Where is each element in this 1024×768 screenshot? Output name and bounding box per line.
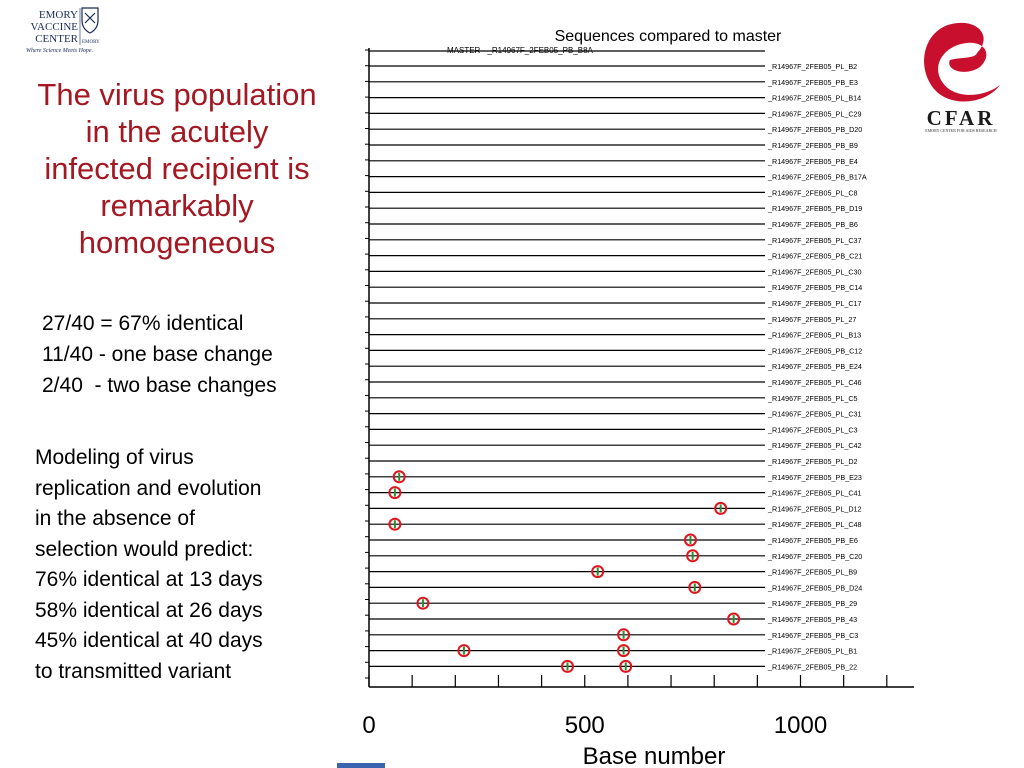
- x-axis-label: Base number: [583, 743, 726, 768]
- sequence-label: _R14967F_2FEB05_PL_B13: [767, 331, 861, 340]
- emory-logo-line-2: VACCINE: [31, 21, 79, 33]
- sequence-label: _R14967F_2FEB05_PB_D20: [767, 125, 862, 134]
- heading-line: infected recipient is: [44, 151, 310, 186]
- modeling-line: selection would predict:: [35, 537, 254, 561]
- modeling-line: Modeling of virus: [35, 446, 194, 469]
- sequence-label: _R14967F_2FEB05_PB_B9: [767, 141, 858, 150]
- identity-statistics: 27/40 = 67% identical 11/40 - one base c…: [42, 308, 342, 401]
- modeling-line: 76% identical at 13 days: [35, 568, 263, 591]
- sequence-label: _R14967F_2FEB05_PB_43: [767, 615, 857, 624]
- mutation-marker: [388, 517, 402, 531]
- sequence-label: _R14967F_2FEB05_PL_D12: [767, 504, 862, 513]
- sequence-label: _R14967F_2FEB05_PB_E4: [767, 157, 858, 166]
- sequence-label: _R14967F_2FEB05_PL_C5: [767, 394, 858, 403]
- sequence-label: _R14967F_2FEB05_PL_C42: [767, 441, 862, 450]
- cfar-logo: CFAR EMORY CENTER FOR AIDS RESEARCH: [924, 22, 1000, 133]
- sequence-label: _R14967F_2FEB05_PB_D24: [767, 583, 862, 592]
- chart-title: Sequences compared to master: [555, 28, 782, 45]
- modeling-line: in the absence of: [35, 507, 195, 530]
- sequence-label: _R14967F_2FEB05_PB_C12: [767, 346, 862, 355]
- sequence-label: _R14967F_2FEB05_PB_B17A: [767, 173, 867, 182]
- sequence-label: _R14967F_2FEB05_PL_C48: [767, 520, 862, 529]
- sequence-label: _R14967F_2FEB05_PB_E3: [767, 78, 858, 87]
- sequence-label: _R14967F_2FEB05_PL_27: [767, 315, 856, 324]
- modeling-line: replication and evolution: [35, 476, 262, 500]
- sequence-label: _R14967F_2FEB05_PL_C29: [767, 109, 862, 118]
- sequence-label: _R14967F_2FEB05_PL_B14: [767, 94, 861, 103]
- sequence-label: _R14967F_2FEB05_PB_B6: [767, 220, 858, 229]
- x-tick-label: 500: [565, 712, 605, 739]
- slide-heading: The virus population in the acutely infe…: [18, 76, 336, 261]
- sequence-label: _R14967F_2FEB05_PL_D2: [767, 457, 858, 466]
- sequence-label: _R14967F_2FEB05_PL_C37: [767, 236, 862, 245]
- modeling-line: 45% identical at 40 days: [35, 629, 263, 652]
- cfar-swoosh-icon: [924, 22, 1000, 102]
- x-tick-label: 1000: [774, 712, 827, 739]
- sequence-label: _R14967F_2FEB05_PB_22: [767, 662, 857, 671]
- sequence-label: _R14967F_2FEB05_PL_B9: [767, 568, 857, 577]
- modeling-line: to transmitted variant: [35, 659, 232, 683]
- sequence-label: _R14967F_2FEB05_PB_E23: [767, 473, 862, 482]
- mutation-marker: [714, 501, 728, 515]
- sequence-label: _R14967F_2FEB05_PL_C31: [767, 410, 862, 419]
- mutation-marker: [686, 549, 700, 563]
- sequence-label: _R14967F_2FEB05_PB_D19: [767, 204, 862, 213]
- sequence-label: _R14967F_2FEB05_PL_C3: [767, 425, 858, 434]
- emory-logo-line-3: CENTER: [35, 33, 78, 45]
- cfar-letters: CFAR: [927, 106, 996, 130]
- emory-logo-side-text: EMORY: [82, 40, 100, 45]
- sequence-label: _R14967F_2FEB05_PL_C46: [767, 378, 862, 387]
- x-tick-label: 0: [362, 712, 375, 739]
- sequence-label: _R14967F_2FEB05_PB_E6: [767, 536, 858, 545]
- mutation-marker: [591, 565, 605, 579]
- mutation-marker: [388, 486, 402, 500]
- mutation-marker: [617, 644, 631, 658]
- sequence-label: _R14967F_2FEB05_PL_B1: [767, 647, 857, 656]
- emory-vaccine-center-logo: EMORY VACCINE CENTER Where Science Meets…: [26, 7, 100, 54]
- sequence-label: _R14967F_2FEB05_PB_C21: [767, 252, 862, 261]
- modeling-prediction-text: Modeling of virus replication and evolut…: [35, 443, 335, 687]
- mutation-marker: [392, 470, 406, 484]
- heading-line: The virus population: [37, 77, 317, 112]
- sequence-comparison-chart: Sequences compared to master MASTER - _R…: [362, 28, 914, 768]
- mutation-marker: [619, 659, 633, 673]
- sequence-label: _R14967F_2FEB05_PB_29: [767, 599, 857, 608]
- sequence-label: _R14967F_2FEB05_PB_C20: [767, 552, 862, 561]
- cfar-subtitle: EMORY CENTER FOR AIDS RESEARCH: [925, 128, 997, 133]
- stat-line: 11/40 - one base change: [42, 343, 273, 366]
- mutation-marker: [560, 659, 574, 673]
- sequence-label: _R14967F_2FEB05_PL_B2: [767, 62, 857, 71]
- sequence-label: _R14967F_2FEB05_PL_C41: [767, 489, 862, 498]
- mutation-marker: [617, 628, 631, 642]
- mutation-marker: [727, 612, 741, 626]
- mutation-marker: [416, 596, 430, 610]
- sequence-label: _R14967F_2FEB05_PL_C17: [767, 299, 862, 308]
- mutation-marker: [688, 580, 702, 594]
- emory-logo-tagline: Where Science Meets Hope.: [26, 48, 93, 54]
- heading-line: remarkably: [100, 188, 254, 223]
- sequence-label: _R14967F_2FEB05_PB_C14: [767, 283, 862, 292]
- stat-line: 27/40 = 67% identical: [42, 312, 244, 335]
- sequence-label: _R14967F_2FEB05_PL_C30: [767, 267, 862, 276]
- sequence-label: _R14967F_2FEB05_PL_C8: [767, 188, 858, 197]
- mutation-marker: [457, 644, 471, 658]
- mutation-marker: [683, 533, 697, 547]
- emory-logo-line-1: EMORY: [39, 9, 78, 21]
- sequence-label: _R14967F_2FEB05_PB_E24: [767, 362, 862, 371]
- stat-line: 2/40 - two base changes: [42, 374, 277, 397]
- sequence-label: _R14967F_2FEB05_PB_C3: [767, 631, 858, 640]
- modeling-line: 58% identical at 26 days: [35, 598, 263, 622]
- heading-line: in the acutely: [85, 114, 269, 149]
- emory-shield-icon: [81, 7, 99, 34]
- footer-accent-bar: [337, 763, 385, 768]
- heading-line: homogeneous: [78, 225, 276, 260]
